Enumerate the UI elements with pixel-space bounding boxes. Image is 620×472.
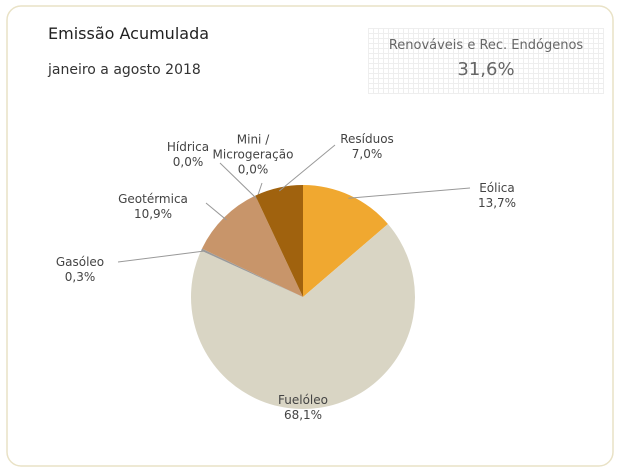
slice-label: Eólica 13,7% xyxy=(478,181,516,211)
pie-slice xyxy=(201,248,303,297)
slice-value: 10,9% xyxy=(133,207,173,221)
slice-label: Fuelóleo 68,1% xyxy=(278,393,328,423)
slice-name: Resíduos xyxy=(340,132,394,146)
slice-value: 13,7% xyxy=(477,196,517,210)
slice-name: Mini / Microgeração xyxy=(212,132,294,162)
leader-line xyxy=(117,250,205,263)
chart-title: Emissão Acumulada xyxy=(48,24,210,43)
pie-slice xyxy=(255,185,303,297)
leader-line xyxy=(219,162,258,200)
slice-name: Geotérmica xyxy=(118,192,188,206)
slice-value: 0,3% xyxy=(64,270,96,284)
slice-label: Mini / Microgeração 0,0% xyxy=(213,133,294,178)
summary-value: 31,6% xyxy=(457,59,515,80)
slice-name: Fuelóleo xyxy=(278,393,328,407)
slice-label: Resíduos 7,0% xyxy=(340,132,394,162)
pie-slice xyxy=(303,185,388,297)
slice-name: Gasóleo xyxy=(55,255,105,269)
slice-label: Geotérmica 10,9% xyxy=(118,192,188,222)
leader-line xyxy=(205,202,227,221)
slice-label: Gasóleo 0,3% xyxy=(56,255,104,285)
slice-value: 0,0% xyxy=(172,155,204,169)
leader-line xyxy=(348,187,471,199)
chart-subtitle: janeiro a agosto 2018 xyxy=(48,62,201,78)
summary-label: Renováveis e Rec. Endógenos xyxy=(388,38,584,53)
slice-value: 0,0% xyxy=(237,162,269,177)
slice-value: 68,1% xyxy=(283,408,323,422)
pie-slice xyxy=(190,223,415,409)
slice-value: 7,0% xyxy=(351,147,383,161)
slice-name: Hídrica xyxy=(166,140,210,154)
leader-line xyxy=(278,144,336,192)
slice-name: Eólica xyxy=(479,181,515,195)
pie-slice xyxy=(201,195,303,297)
summary-box: Renováveis e Rec. Endógenos 31,6% xyxy=(368,28,604,94)
slice-label: Hídrica 0,0% xyxy=(167,140,209,170)
